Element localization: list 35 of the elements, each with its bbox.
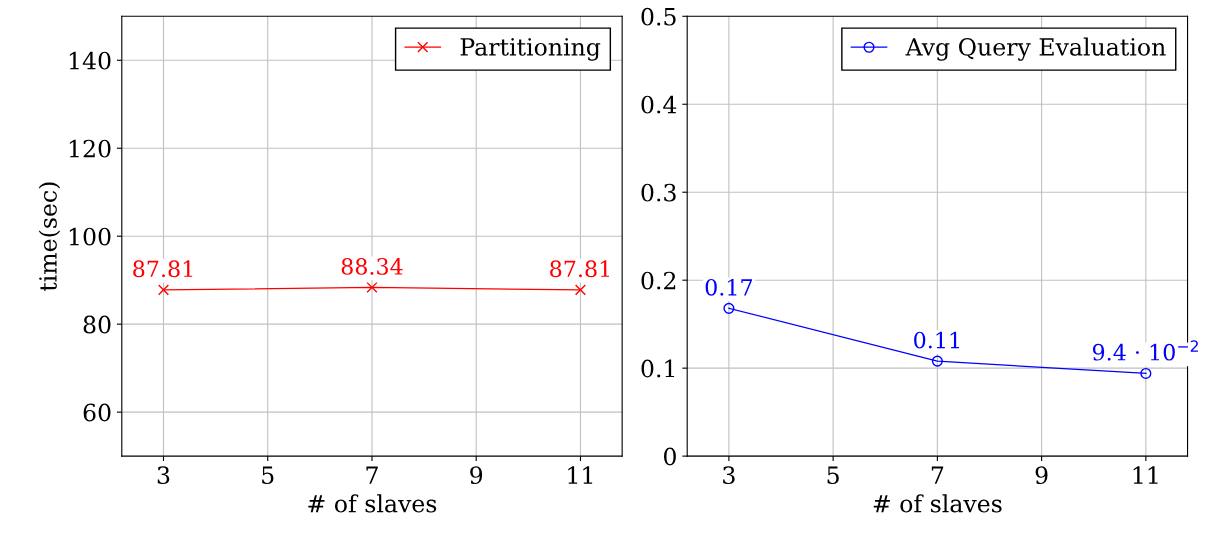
y-axis-title: time(sec): [38, 182, 61, 292]
data-label: 87.81: [550, 260, 610, 278]
legend-label: Partitioning: [460, 38, 601, 61]
x-axis-title: # of slaves: [873, 494, 1002, 513]
y-tick-label: 0: [664, 447, 676, 466]
y-tick-label: 0.1: [641, 359, 675, 378]
data-label: 87.81: [133, 260, 193, 278]
x-tick-label: 9: [1035, 466, 1048, 485]
y-tick-label: 80: [83, 315, 111, 334]
y-tick-label: 0.5: [641, 7, 676, 26]
legend-label: Avg Query Evaluation: [905, 37, 1166, 61]
y-tick-label: 0.4: [641, 95, 677, 114]
point: [1140, 367, 1152, 379]
y-tick-label: 0.2: [641, 271, 676, 290]
data-label: 0.11: [914, 331, 959, 349]
data-label: 88.34: [341, 258, 403, 275]
x-tick-label: 3: [157, 466, 170, 485]
x-tick-label: 7: [366, 466, 378, 484]
x-tick-label: 9: [470, 466, 483, 485]
point: [931, 355, 943, 367]
data-label: 0.17: [705, 278, 753, 296]
point: [723, 302, 735, 314]
x-axis-title: # of slaves: [308, 494, 437, 513]
x-tick-label: 11: [1133, 466, 1158, 484]
y-tick-label: 140: [69, 51, 111, 70]
x-tick-label: 3: [723, 466, 735, 485]
data-label: 9.4 · 10$^{−2}$: [1092, 340, 1198, 361]
x-tick-label: 11: [568, 466, 593, 484]
x-tick-label: 7: [931, 466, 944, 484]
y-tick-label: 60: [83, 403, 111, 422]
x-tick-label: 5: [827, 466, 839, 485]
x-tick-label: 5: [262, 466, 274, 485]
y-tick-label: 120: [69, 139, 111, 158]
y-tick-label: 100: [69, 227, 111, 246]
y-tick-label: 0.3: [641, 183, 676, 202]
